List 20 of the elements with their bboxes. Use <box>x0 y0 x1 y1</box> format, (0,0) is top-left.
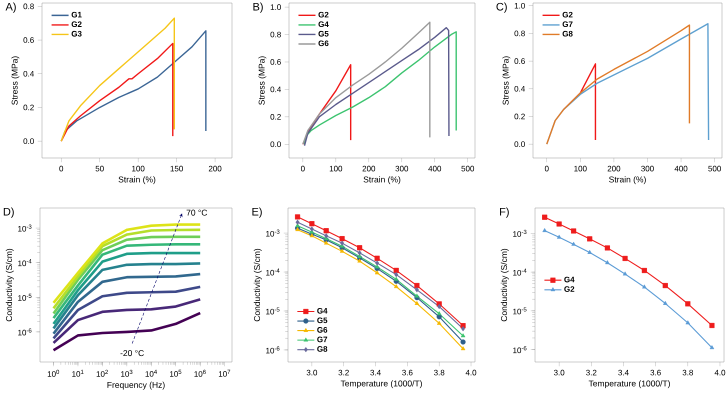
x-axis-title: Strain (%) <box>609 176 646 184</box>
y-axis-title: Conductivity (S/cm) <box>500 248 509 322</box>
x-axis-title: Strain (%) <box>118 176 156 184</box>
chart-title: D) <box>4 208 14 218</box>
chart-title: A) <box>6 2 16 13</box>
chart-title: C) <box>496 2 507 13</box>
chart-title: E) <box>252 208 262 218</box>
y-axis-title: Conductivity (S/cm) <box>254 248 262 322</box>
y-axis-title: Conductivity (S/cm) <box>6 248 14 322</box>
chart-title: B) <box>253 2 263 13</box>
x-axis-title: Temperature (1000/T) <box>588 380 670 388</box>
annotation: 70 °C <box>186 210 208 216</box>
x-axis-title: Strain (%) <box>364 176 400 184</box>
y-axis-title: Stress (MPa) <box>11 56 20 105</box>
y-axis-title: Stress (MPa) <box>502 56 510 105</box>
x-axis-title: Frequency (Hz) <box>108 382 165 390</box>
y-axis-title: Stress (MPa) <box>258 56 266 105</box>
annotation: -20 °C <box>120 350 144 356</box>
x-axis-title: Temperature (1000/T) <box>340 380 422 388</box>
chart-title: F) <box>500 208 509 218</box>
